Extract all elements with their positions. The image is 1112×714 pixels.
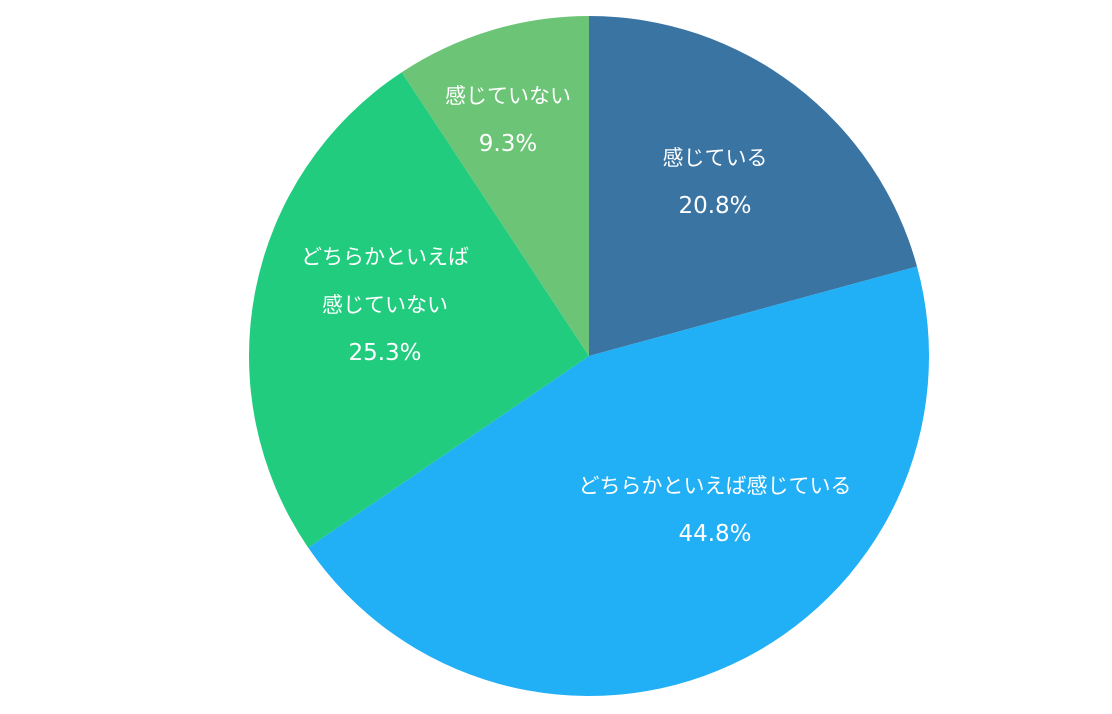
slice-label: 感じている 20.8%	[565, 134, 865, 230]
category-label: どちらかといえば感じている	[578, 474, 852, 498]
value-label: 9.3%	[478, 131, 538, 157]
pie-slice	[308, 266, 930, 697]
pie-slice	[589, 16, 917, 356]
category-label: 感じている	[662, 146, 768, 170]
pie-slice	[248, 72, 589, 548]
slice-label: 感じていない 9.3%	[408, 72, 608, 168]
value-label: 44.8%	[678, 521, 752, 547]
pie-slice	[401, 16, 589, 356]
value-label: 20.8%	[678, 193, 752, 219]
value-label: 25.3%	[348, 340, 422, 366]
category-label: 感じていない	[445, 84, 571, 108]
slice-label: どちらかといえば感じていない 25.3%	[298, 233, 473, 377]
slice-label: どちらかといえば感じている 44.8%	[565, 462, 865, 558]
category-label: どちらかといえば感じていない	[301, 245, 469, 317]
